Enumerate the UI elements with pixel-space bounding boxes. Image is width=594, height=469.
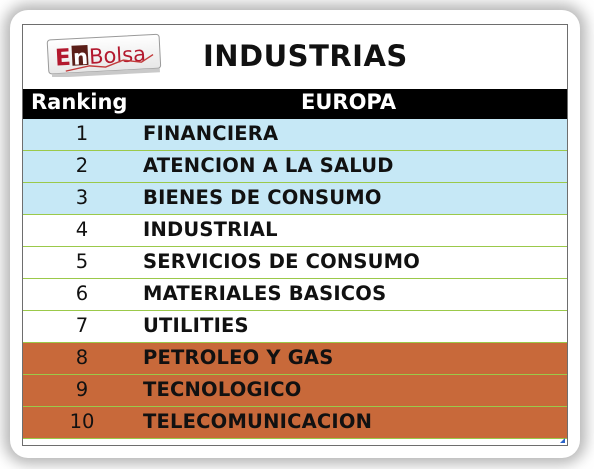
header: E n Bolsa INDUSTRIAS	[23, 25, 567, 89]
industry-name: ATENCION A LA SALUD	[143, 154, 394, 177]
table-row: 6 MATERIALES BASICOS	[23, 279, 567, 311]
industry-name: INDUSTRIAL	[143, 218, 278, 241]
rank-number: 1	[75, 122, 89, 145]
table-row: 2 ATENCION A LA SALUD	[23, 151, 567, 183]
industry-name: FINANCIERA	[143, 122, 279, 145]
table-row: 5 SERVICIOS DE CONSUMO	[23, 247, 567, 279]
industry-name: MATERIALES BASICOS	[143, 282, 387, 305]
table-row: 1 FINANCIERA	[23, 119, 567, 151]
resize-corner-marker	[560, 438, 565, 443]
rank-number: 2	[75, 154, 89, 177]
table-row: 7 UTILITIES	[23, 311, 567, 343]
industry-name: PETROLEO Y GAS	[143, 346, 334, 369]
table-row: 3 BIENES DE CONSUMO	[23, 183, 567, 215]
rank-number: 3	[75, 186, 89, 209]
column-header-ranking: Ranking	[31, 90, 128, 114]
industry-name: TECNOLOGICO	[143, 378, 302, 401]
industry-name: BIENES DE CONSUMO	[143, 186, 382, 209]
rank-number: 4	[75, 218, 89, 241]
industry-name: SERVICIOS DE CONSUMO	[143, 250, 421, 273]
ranking-table-body: 1 FINANCIERA 2 ATENCION A LA SALUD 3 BIE…	[23, 119, 567, 439]
industry-name: TELECOMUNICACION	[143, 410, 373, 433]
rank-number: 7	[75, 314, 89, 337]
table-row: 10 TELECOMUNICACION	[23, 407, 567, 439]
table-header: Ranking EUROPA	[23, 89, 567, 119]
logo-letter-e: E	[54, 45, 71, 72]
table-row: 9 TECNOLOGICO	[23, 375, 567, 407]
ranking-card: E n Bolsa INDUSTRIAS Ranking EUROPA 1 FI…	[22, 24, 568, 446]
table-row: 4 INDUSTRIAL	[23, 215, 567, 247]
rank-number: 9	[75, 378, 89, 401]
logo-word-bolsa: Bolsa	[88, 42, 146, 69]
rank-number: 5	[75, 250, 89, 273]
industry-name: UTILITIES	[143, 314, 249, 337]
logo-letter-n: n	[72, 45, 88, 70]
page-title: INDUSTRIAS	[203, 39, 408, 73]
rank-number: 8	[75, 346, 89, 369]
rank-number: 10	[69, 410, 95, 433]
table-row: 8 PETROLEO Y GAS	[23, 343, 567, 375]
column-header-europa: EUROPA	[301, 90, 397, 114]
rank-number: 6	[75, 282, 89, 305]
enbolsa-logo: E n Bolsa	[46, 33, 162, 77]
